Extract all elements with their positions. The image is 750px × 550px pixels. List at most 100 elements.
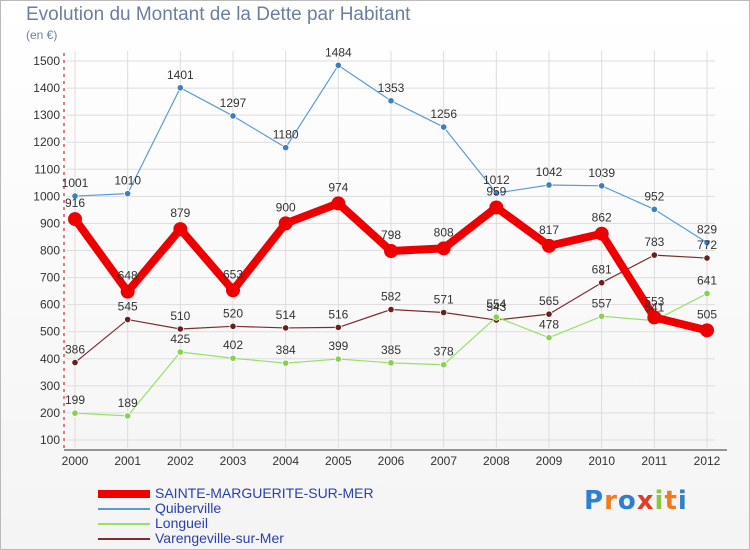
data-point — [598, 312, 606, 320]
data-label: 510 — [170, 309, 190, 323]
data-label: 1484 — [325, 45, 352, 59]
y-tick-label: 700 — [40, 271, 60, 285]
y-tick-label: 600 — [40, 298, 60, 312]
data-point — [387, 97, 395, 105]
data-label: 543 — [486, 300, 506, 314]
data-label: 565 — [539, 294, 559, 308]
data-label: 916 — [65, 196, 85, 210]
x-tick-label: 2001 — [114, 454, 141, 468]
x-tick-label: 2005 — [325, 454, 352, 468]
data-label: 514 — [276, 308, 296, 322]
data-label: 817 — [539, 223, 559, 237]
data-label: 1039 — [588, 166, 615, 180]
data-point — [700, 323, 714, 338]
data-point — [440, 361, 448, 369]
data-label: 505 — [697, 307, 717, 321]
x-tick-label: 2007 — [430, 454, 457, 468]
data-point — [334, 61, 342, 69]
y-tick-label: 500 — [40, 325, 60, 339]
y-tick-label: 300 — [40, 379, 60, 393]
y-tick-label: 200 — [40, 406, 60, 420]
data-point — [229, 354, 237, 362]
data-point — [334, 323, 342, 331]
data-label: 1012 — [483, 173, 510, 187]
data-label: 554 — [486, 297, 506, 311]
x-tick-label: 2004 — [272, 454, 299, 468]
legend-label: Varengeville-sur-Mer — [155, 530, 284, 546]
y-tick-label: 1500 — [33, 54, 60, 68]
data-label: 772 — [697, 238, 717, 252]
axes: 100 200 300 400 500 600 700 800 900 1000 1100 1200 1… — [33, 53, 727, 468]
y-tick-label: 1300 — [33, 108, 60, 122]
data-point — [703, 289, 711, 298]
data-label: 641 — [697, 274, 717, 288]
x-tick-label: 2010 — [588, 454, 615, 468]
data-point — [650, 251, 658, 259]
data-label: 425 — [170, 332, 190, 346]
x-tick-label: 2012 — [694, 454, 721, 468]
data-label: 399 — [328, 339, 348, 353]
data-point — [68, 212, 82, 227]
data-point — [650, 205, 658, 213]
data-point — [282, 324, 290, 332]
data-point — [173, 222, 188, 237]
data-point — [124, 315, 132, 324]
data-label: 783 — [644, 235, 664, 249]
data-label: 653 — [223, 267, 243, 281]
legend-swatch — [98, 538, 150, 540]
data-point — [229, 322, 237, 330]
data-point — [436, 241, 451, 256]
data-point — [594, 226, 609, 241]
x-tick-label: 2006 — [378, 454, 405, 468]
data-point — [440, 308, 448, 317]
chart-subtitle: (en €) — [26, 28, 58, 42]
logo-letter: i — [677, 486, 688, 516]
legend-label: SAINTE-MARGUERITE-SUR-MER — [155, 485, 374, 501]
data-label: 798 — [381, 228, 401, 242]
data-label: 386 — [65, 343, 85, 357]
x-tick-label: 2011 — [641, 454, 667, 468]
data-label: 862 — [592, 211, 612, 225]
legend-swatch — [98, 523, 150, 525]
data-point — [124, 412, 132, 420]
data-label: 952 — [644, 189, 664, 203]
data-point — [703, 254, 711, 262]
data-label: 648 — [118, 269, 138, 283]
data-label: 1256 — [430, 107, 457, 121]
x-tick-label: 2000 — [62, 454, 89, 468]
y-tick-label: 100 — [40, 433, 60, 447]
data-point — [120, 284, 135, 299]
legend-label: Longueil — [155, 515, 208, 531]
data-point — [226, 283, 240, 298]
data-point — [278, 216, 293, 231]
data-label: 553 — [644, 294, 664, 308]
data-point — [647, 310, 662, 325]
data-point — [387, 305, 395, 314]
data-label: 1010 — [114, 174, 141, 188]
y-tick-label: 1100 — [34, 162, 60, 176]
data-point — [703, 239, 711, 247]
data-label: 808 — [434, 225, 454, 239]
data-label: 189 — [118, 396, 138, 410]
x-tick-label: 2003 — [220, 454, 247, 468]
logo-letter: r — [604, 486, 618, 516]
logo-letter: i — [654, 486, 665, 516]
data-point — [282, 144, 290, 152]
data-point — [71, 409, 79, 417]
data-point — [492, 189, 500, 197]
y-tick-label: 1400 — [33, 81, 60, 95]
data-point — [334, 355, 342, 363]
data-label: 1180 — [273, 128, 299, 142]
y-tick-label: 900 — [40, 216, 60, 230]
legend-label: Quiberville — [155, 500, 222, 516]
grid — [67, 51, 715, 448]
data-label: 829 — [697, 223, 717, 237]
data-label: 1401 — [167, 68, 194, 82]
logo-letter: P — [584, 486, 605, 516]
data-label: 900 — [276, 200, 296, 214]
y-tick-label: 1000 — [33, 189, 60, 203]
data-point — [387, 359, 395, 367]
x-tick-label: 2002 — [167, 454, 194, 468]
data-label: 571 — [434, 292, 454, 306]
data-point — [229, 112, 237, 120]
